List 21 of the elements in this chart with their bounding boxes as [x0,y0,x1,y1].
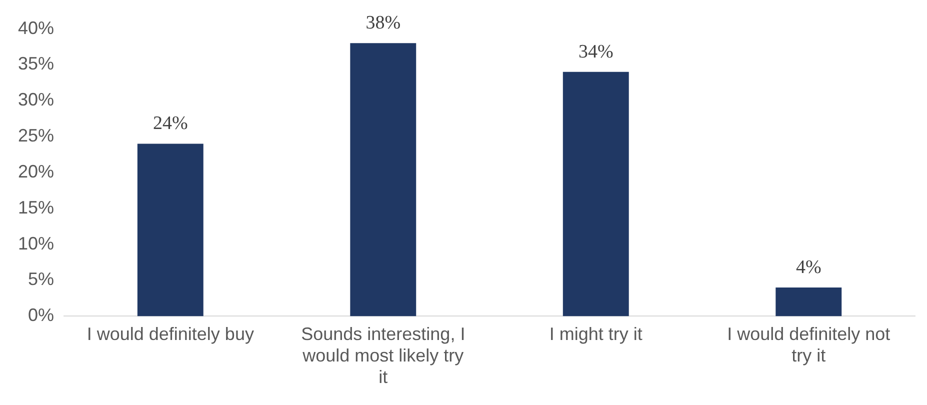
x-tick-label: Sounds interesting, I would most likely try it [301,324,466,388]
y-tick-label: 20% [18,161,54,182]
x-tick-label: I would definitely not try it [727,324,890,366]
data-label: 4% [796,256,822,278]
data-label: 34% [578,41,614,62]
y-tick-label: 30% [18,90,54,110]
y-tick-label: 40% [18,18,54,38]
y-tick-label: 25% [18,126,54,146]
data-label: 38% [366,12,401,34]
y-tick-label: 0% [28,305,54,326]
y-tick-label: 10% [18,233,54,254]
x-tick-label: I might try it [549,324,642,344]
bar [137,144,204,316]
y-tick-label: 15% [18,197,54,218]
bar [776,287,842,316]
x-tick-label: I would definitely buy [86,324,254,344]
y-tick-label: 5% [28,269,54,290]
data-label: 24% [152,113,188,134]
y-tick-label: 35% [18,54,54,74]
bar [350,43,416,316]
bar [562,72,629,316]
